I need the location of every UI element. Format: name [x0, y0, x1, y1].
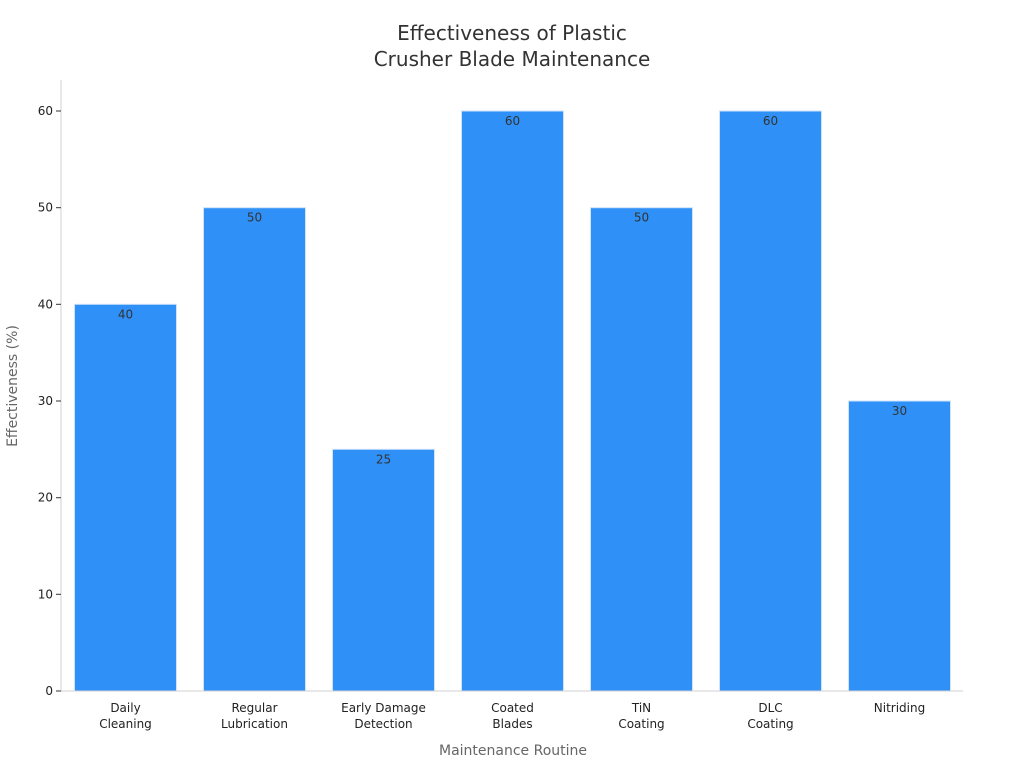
y-axis-title: Effectiveness (%)	[5, 325, 21, 447]
x-tick-label-line: Cleaning	[99, 717, 152, 731]
bar-group	[74, 110, 951, 692]
x-tick-label-3: Coated Blades	[491, 701, 534, 731]
x-tick-label-line: Detection	[354, 717, 412, 731]
data-label-2: 25	[376, 452, 391, 466]
x-tick-label-line: Coating	[747, 717, 793, 731]
bar-1	[203, 207, 306, 692]
bar-0	[74, 303, 177, 692]
y-tick-label-2: 20	[38, 491, 53, 505]
y-tick-label-0: 0	[45, 684, 53, 698]
x-axis-title: Maintenance Routine	[439, 743, 587, 759]
x-tick-label-5: DLC Coating	[747, 701, 793, 731]
bar-6	[848, 400, 951, 692]
x-tick-label-line: Coating	[618, 717, 664, 731]
data-label-group: 40 50 25 60 50 60 30	[118, 114, 907, 466]
data-label-4: 50	[634, 211, 649, 225]
x-tick-label-line: Coated	[491, 701, 534, 715]
data-label-6: 30	[892, 404, 907, 418]
bar-5	[719, 110, 822, 692]
x-tick-label-line: DLC	[758, 701, 782, 715]
data-label-1: 50	[247, 211, 262, 225]
bar-2	[332, 448, 435, 692]
x-tick-label-line: Nitriding	[874, 701, 925, 715]
y-tick-label-6: 60	[38, 104, 53, 118]
bar-4	[590, 207, 693, 692]
x-tick-label-line: Regular	[231, 701, 277, 715]
x-tick-label-4: TiN Coating	[618, 701, 664, 731]
x-tick-label-6: Nitriding	[874, 701, 925, 715]
x-tick-label-line: Lubrication	[221, 717, 288, 731]
x-tick-label-0: Daily Cleaning	[99, 701, 152, 731]
bar-3	[461, 110, 564, 692]
x-tick-label-line: Blades	[492, 717, 532, 731]
data-label-5: 60	[763, 114, 778, 128]
x-tick-label-2: Early Damage Detection	[341, 701, 426, 731]
x-tick-label-line: TiN	[631, 701, 651, 715]
y-tick-label-1: 10	[38, 587, 53, 601]
x-tick-label-line: Daily	[110, 701, 140, 715]
chart-title-line-1: Effectiveness of Plastic	[397, 21, 627, 45]
y-tick-label-5: 50	[38, 201, 53, 215]
chart-title-line-2: Crusher Blade Maintenance	[374, 47, 651, 71]
x-tick-label-line: Early Damage	[341, 701, 426, 715]
y-tick-label-4: 40	[38, 297, 53, 311]
x-tick-group: Daily Cleaning Regular Lubrication Early Dam…	[99, 701, 925, 731]
y-tick-group: 0 10 20 30 40 50 60	[38, 104, 61, 698]
data-label-3: 60	[505, 114, 520, 128]
data-label-0: 40	[118, 307, 133, 321]
x-tick-label-1: Regular Lubrication	[221, 701, 288, 731]
y-tick-label-3: 30	[38, 394, 53, 408]
